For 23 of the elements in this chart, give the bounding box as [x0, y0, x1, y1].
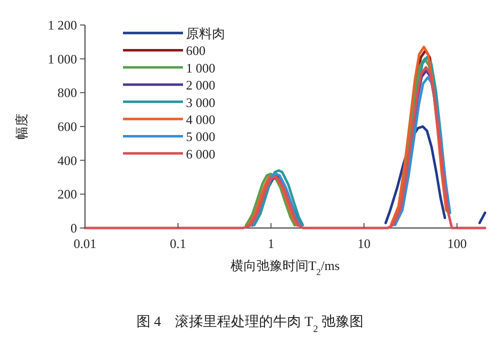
legend-label: 2 000 [186, 78, 216, 93]
x-tick-label: 0.1 [170, 236, 186, 251]
legend-label: 1 000 [186, 60, 216, 76]
y-tick-label: 600 [58, 119, 77, 134]
y-tick-label: 800 [58, 85, 77, 100]
x-axis-title: 横向弛豫时间T$_{2}$/ms [230, 258, 340, 277]
y-tick-label: 1 200 [48, 18, 77, 32]
legend-label: 3 000 [186, 94, 216, 110]
y-axis-title: 幅度 [14, 114, 29, 140]
y-tick-label: 200 [58, 186, 77, 202]
legend-label: 5 000 [186, 129, 216, 144]
text: 图 4 滚揉里程处理的牛肉 T$_{2}$ 弛豫图 [136, 314, 364, 334]
y-tick-label: 400 [58, 152, 77, 168]
x-tick-label: 0.01 [74, 236, 96, 251]
x-tick-label: 10 [358, 236, 371, 251]
x-tick-label: 100 [447, 236, 467, 251]
legend-label: 原料肉 [186, 26, 225, 41]
x-tick-label: 1 [268, 236, 274, 251]
legend-label: 6 000 [186, 146, 216, 162]
y-tick-label: 0 [70, 220, 77, 236]
legend-label: 4 000 [186, 112, 216, 127]
y-tick-label: 1 000 [48, 51, 77, 66]
legend-label: 600 [186, 43, 206, 58]
